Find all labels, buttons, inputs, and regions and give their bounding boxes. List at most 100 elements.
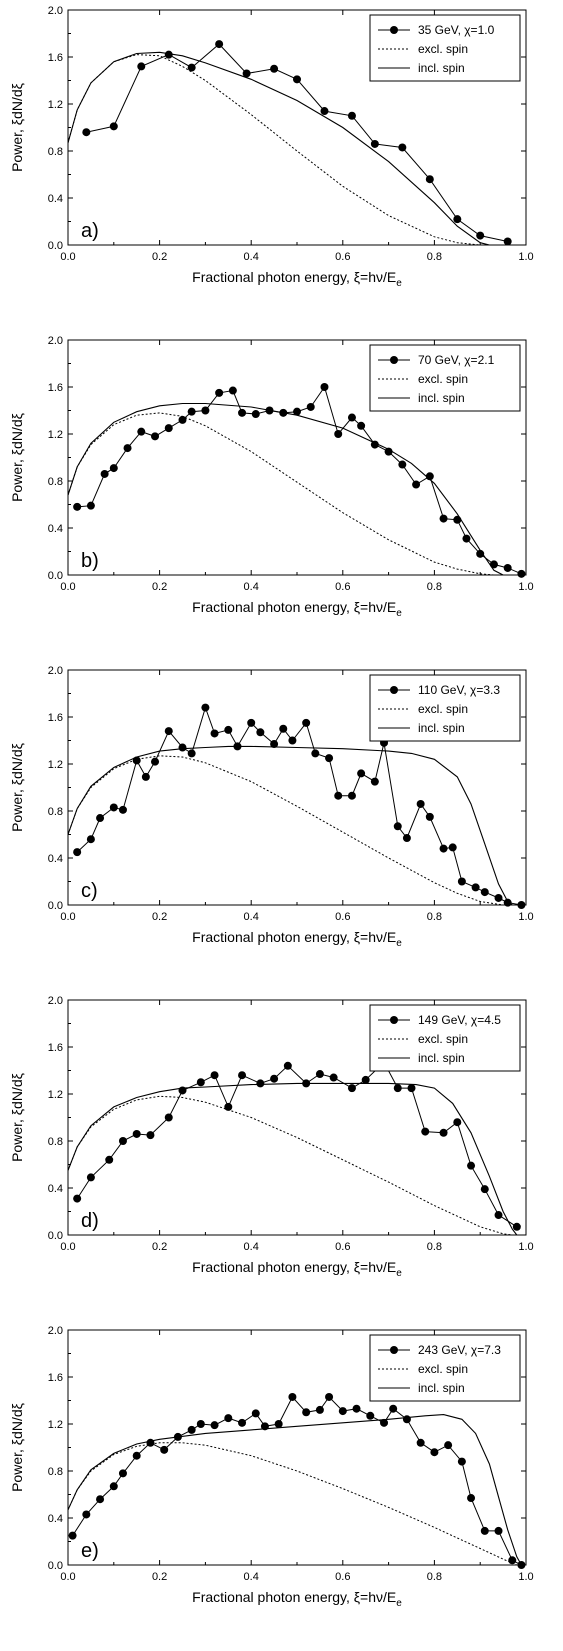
data-point [439, 1128, 448, 1137]
chart-panel: 0.0 0.2 0.4 0.6 0.8 1.0 0.0 0.4 0.8 1.2 1.6 2.0 Frac… [9, 335, 534, 619]
legend-entry: incl. spin [418, 1381, 465, 1395]
data-point [467, 1161, 476, 1170]
data-point [151, 432, 160, 441]
x-axis-label: Fractional photon energy, ξ=hν/Ee [192, 1589, 402, 1609]
data-point [210, 1421, 219, 1430]
y-tick-label: 0.8 [48, 1466, 63, 1478]
excl-spin-curve [67, 1095, 513, 1236]
legend-box [369, 14, 521, 82]
x-tick-label: 0.8 [427, 1571, 442, 1583]
data-point [306, 402, 315, 411]
data-point [187, 63, 196, 72]
data-point [251, 1409, 260, 1418]
data-point [196, 1420, 205, 1428]
data-point [357, 769, 366, 778]
data-point [270, 1074, 279, 1083]
x-axis-label-subscript: e [396, 608, 402, 619]
legend: 35 GeV, χ=1.0 excl. spin incl. spin [369, 14, 521, 82]
x-axis-label: Fractional photon energy, ξ=hν/Ee [192, 1259, 402, 1279]
data-point [425, 812, 434, 821]
x-tick-label: 0.2 [152, 1241, 167, 1253]
data-point [338, 1407, 347, 1416]
chart-panel: 0.0 0.2 0.4 0.6 0.8 1.0 0.0 0.4 0.8 1.2 1.6 2.0 Frac… [9, 5, 534, 289]
y-tick-label: 1.6 [48, 1042, 63, 1054]
data-series-line [76, 1061, 518, 1228]
data-point [503, 563, 512, 572]
x-tick-label: 0.4 [244, 1571, 259, 1583]
data-point [325, 1392, 334, 1401]
x-tick-label: 1.0 [518, 251, 533, 263]
data-point [256, 1079, 265, 1088]
data-point [489, 560, 498, 569]
panel-label: e) [81, 1540, 99, 1562]
data-point [164, 727, 173, 736]
data-point [238, 408, 247, 417]
y-axis-label: Power, ξdN/dξ [9, 1403, 25, 1492]
y-tick-label: 0.0 [48, 240, 63, 252]
data-point [164, 50, 173, 59]
data-point [444, 1441, 453, 1450]
data-point [347, 1084, 356, 1093]
data-point [503, 237, 512, 246]
y-tick-label: 0.8 [48, 146, 63, 158]
data-point [421, 1127, 430, 1136]
data-point [462, 534, 471, 543]
chart-panel: 0.0 0.2 0.4 0.6 0.8 1.0 0.0 0.4 0.8 1.2 1.6 2.0 Frac… [9, 665, 534, 949]
y-tick-label: 0.8 [48, 806, 63, 818]
y-tick-label: 0.4 [48, 853, 63, 865]
data-point [238, 1418, 247, 1427]
data-point [425, 175, 434, 184]
data-point [73, 502, 82, 511]
y-axis-label: Power, ξdN/dξ [9, 413, 25, 502]
data-point [494, 893, 503, 902]
x-tick-label: 1.0 [518, 911, 533, 923]
data-point [430, 1448, 439, 1457]
x-tick-label: 0.2 [152, 581, 167, 593]
data-point [448, 843, 457, 852]
legend-entry: 70 GeV, χ=2.1 [418, 353, 495, 367]
data-point [311, 749, 320, 758]
y-tick-label: 2.0 [48, 1325, 63, 1337]
data-point [517, 901, 526, 909]
x-tick-label: 0.0 [60, 251, 75, 263]
data-point [457, 877, 466, 886]
data-point [96, 814, 105, 823]
data-point [347, 791, 356, 800]
x-tick-label: 0.4 [244, 251, 259, 263]
data-point [398, 143, 407, 152]
data-point [293, 75, 301, 84]
legend-swatch-marker [390, 1346, 398, 1354]
incl-spin-curve [67, 1082, 518, 1236]
excl-spin-curve [67, 412, 494, 576]
data-point [256, 728, 265, 737]
data-point [457, 1457, 466, 1466]
legend-swatch-marker [390, 686, 398, 694]
data-point [334, 430, 343, 438]
y-tick-label: 1.2 [48, 759, 63, 771]
y-tick-label: 2.0 [48, 995, 63, 1007]
data-point [178, 415, 187, 424]
data-point [476, 231, 485, 240]
data-point [146, 1438, 155, 1447]
x-axis-label-subscript: e [396, 278, 402, 289]
data-point [164, 424, 173, 433]
data-point [82, 128, 91, 137]
data-point [160, 1445, 169, 1454]
data-point [279, 724, 288, 733]
data-point [224, 1102, 233, 1111]
legend-entry: incl. spin [418, 61, 465, 75]
excl-spin-curve [67, 54, 481, 246]
y-tick-label: 0.4 [48, 193, 63, 205]
data-point [393, 1084, 402, 1093]
data-point [517, 569, 526, 578]
x-tick-label: 1.0 [518, 581, 533, 593]
data-point [224, 725, 233, 734]
data-point [210, 729, 219, 738]
x-tick-label: 0.6 [335, 1571, 350, 1583]
data-point [517, 1561, 526, 1569]
legend-entry: excl. spin [418, 1362, 468, 1376]
legend-entry: incl. spin [418, 1051, 465, 1065]
data-point [141, 772, 150, 781]
data-point [109, 1482, 118, 1491]
